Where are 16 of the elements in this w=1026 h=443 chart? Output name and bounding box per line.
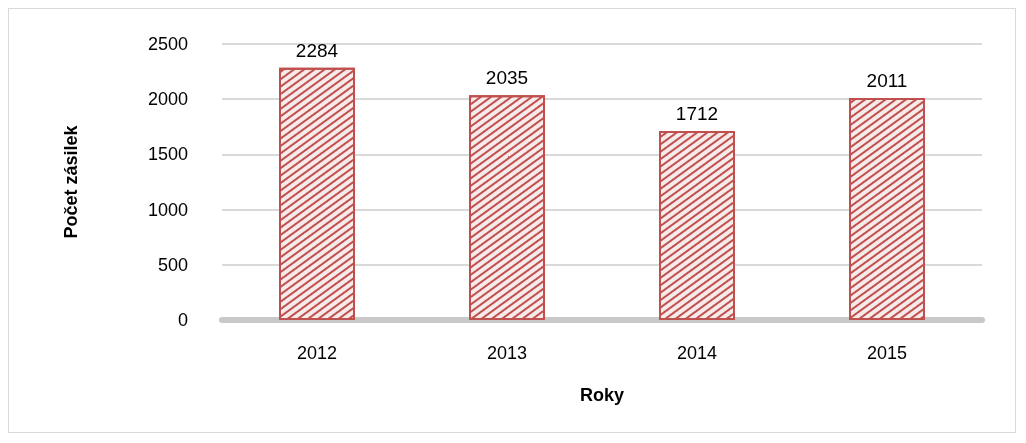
x-axis-title: Roky <box>579 385 625 405</box>
y-tick-label: 0 <box>177 310 188 330</box>
x-tick-label: 2012 <box>296 343 338 363</box>
y-tick-label: 2500 <box>147 34 188 54</box>
y-tick-label: 500 <box>157 254 188 275</box>
data-label: 1712 <box>675 103 719 124</box>
data-label: 2284 <box>295 39 339 61</box>
y-tick-label: 2000 <box>147 89 188 110</box>
x-tick-label: 2013 <box>486 343 528 363</box>
y-tick-label: 1000 <box>147 199 188 220</box>
x-tick-label: 2015 <box>866 343 908 363</box>
y-axis-title: Počet zásilek <box>61 124 81 239</box>
y-tick-label: 1500 <box>147 144 188 165</box>
data-label: 2035 <box>485 67 529 89</box>
x-tick-label: 2014 <box>676 343 718 363</box>
data-label: 2011 <box>866 69 908 91</box>
